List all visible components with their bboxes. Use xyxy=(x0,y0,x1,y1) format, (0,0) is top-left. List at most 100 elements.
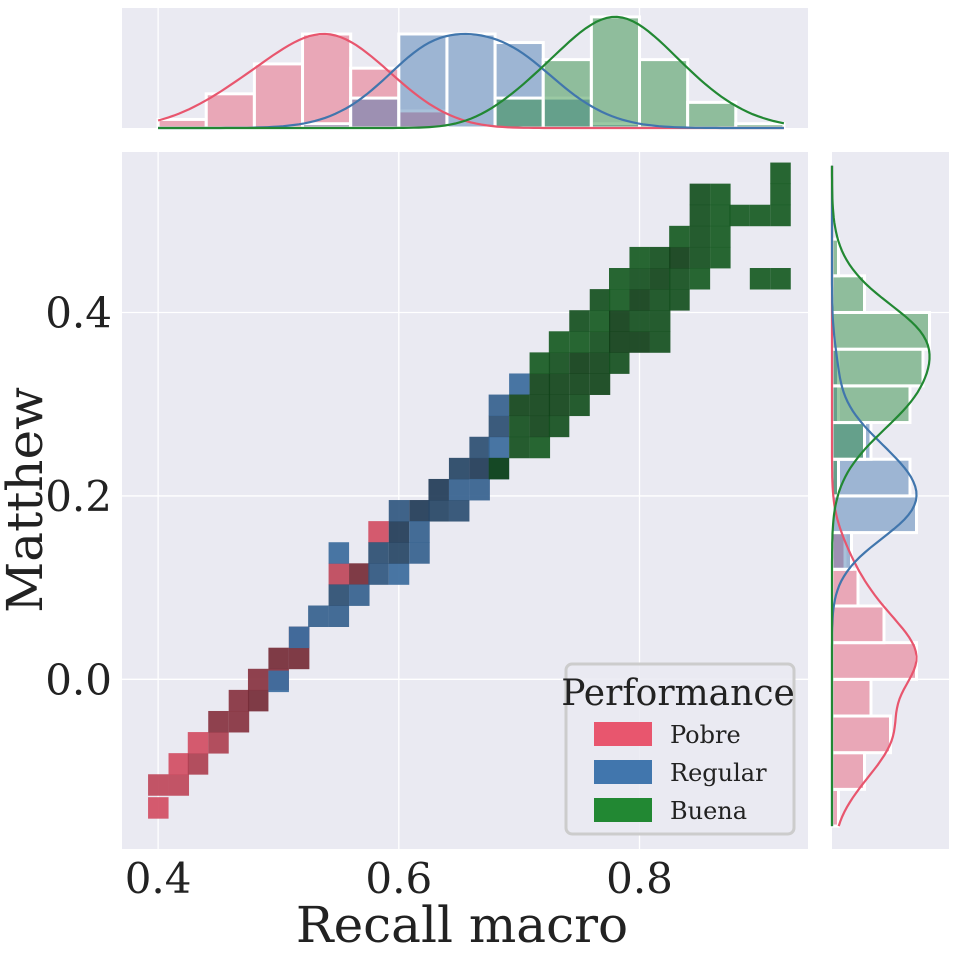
marginal-y-bar-buena xyxy=(830,347,925,388)
marginal-x-bar-buena xyxy=(638,58,690,130)
heatmap-cell-regular xyxy=(448,457,470,480)
heatmap-cell-pobre xyxy=(168,774,190,796)
heatmap-cell-buena xyxy=(569,352,590,374)
heatmap-cell-buena xyxy=(609,268,630,290)
marginal-y-bar-pobre xyxy=(830,751,866,791)
heatmap-cell-regular xyxy=(368,563,389,585)
legend-label-buena: Buena xyxy=(670,797,747,825)
heatmap-cell-regular xyxy=(509,373,530,395)
x-tick-label: 0.6 xyxy=(365,854,432,903)
marginal-x-background xyxy=(122,8,808,128)
heatmap-cell-buena xyxy=(569,394,590,417)
heatmap-cell-buena xyxy=(509,436,530,459)
marginal-x-bar-buena xyxy=(686,100,738,130)
legend-box xyxy=(564,662,796,836)
heatmap-cell-buena xyxy=(669,246,690,269)
heatmap-cell-buena xyxy=(710,246,731,269)
heatmap-cell-regular xyxy=(488,436,510,459)
marginal-y-bar-regular xyxy=(830,494,918,535)
heatmap-cell-buena xyxy=(629,310,650,332)
heatmap-cell-buena xyxy=(548,394,570,417)
heatmap-cell-regular xyxy=(308,605,329,627)
heatmap-cell-regular xyxy=(409,500,430,522)
marginal-y-bar-regular xyxy=(830,457,912,498)
heatmap-cell-buena xyxy=(589,373,611,395)
marginal-y-bar-pobre xyxy=(830,714,892,755)
heatmap-cell-buena xyxy=(770,162,791,185)
heatmap-cell-buena xyxy=(609,289,630,311)
heatmap-cell-buena xyxy=(569,310,590,332)
marginal-y-bar-buena xyxy=(830,274,866,314)
heatmap-cell-buena xyxy=(589,310,611,332)
legend-swatch-pobre xyxy=(594,722,652,746)
heatmap-cell-buena xyxy=(749,268,771,290)
heatmap-cell-buena xyxy=(529,436,551,459)
heatmap-cell-buena xyxy=(509,415,530,438)
heatmap-cell-buena xyxy=(770,204,791,227)
heatmap-cell-buena xyxy=(649,268,671,290)
heatmap-cell-buena xyxy=(609,352,630,374)
marginal-y-bar-pobre xyxy=(830,604,886,645)
heatmap-cell-pobre xyxy=(208,732,229,754)
heatmap-cell-buena xyxy=(729,204,750,227)
marginal-x-bar-regular xyxy=(349,96,401,130)
heatmap-cell-buena xyxy=(689,204,711,227)
marginal-y-bar-pobre xyxy=(830,641,918,681)
heatmap-cell-buena xyxy=(589,352,611,374)
legend-title: Performance xyxy=(561,673,795,714)
heatmap-cell-buena xyxy=(689,246,711,269)
heatmap-cell-regular xyxy=(388,542,410,564)
heatmap-cell-pobre xyxy=(368,521,389,543)
heatmap-cell-buena xyxy=(529,415,551,438)
legend-label-regular: Regular xyxy=(670,759,767,787)
heatmap-cell-buena xyxy=(689,268,711,290)
heatmap-cell-buena xyxy=(770,268,791,290)
heatmap-cell-buena xyxy=(488,457,510,480)
heatmap-cell-pobre xyxy=(247,689,269,712)
marginal-x-bar-pobre xyxy=(301,32,353,130)
heatmap-cell-regular xyxy=(388,563,410,585)
heatmap-cell-buena xyxy=(548,331,570,353)
heatmap-cell-regular xyxy=(448,500,470,522)
heatmap-cell-regular xyxy=(328,542,350,564)
heatmap-cell-regular xyxy=(328,605,350,627)
heatmap-cell-pobre xyxy=(228,689,250,712)
heatmap-cell-buena xyxy=(669,225,690,248)
heatmap-cell-regular xyxy=(268,670,289,693)
heatmap-cell-pobre xyxy=(288,647,310,670)
heatmap-cell-buena xyxy=(689,183,711,206)
heatmap-cell-buena xyxy=(710,225,731,248)
heatmap-cell-buena xyxy=(629,268,650,290)
heatmap-cell-buena xyxy=(589,289,611,311)
marginal-x-bar-pobre xyxy=(204,92,256,130)
marginal-y-bar-buena xyxy=(830,310,931,351)
heatmap-cell-regular xyxy=(469,478,490,501)
heatmap-cell-buena xyxy=(669,268,690,290)
heatmap-cell-buena xyxy=(710,183,731,206)
marginal-y-panel xyxy=(830,152,949,849)
heatmap-cell-regular xyxy=(469,436,490,459)
heatmap-cell-buena xyxy=(509,394,530,417)
marginal-x-bar-buena xyxy=(493,96,545,130)
marginal-x-bar-pobre xyxy=(252,62,305,130)
heatmap-cell-buena xyxy=(649,310,671,332)
marginal-x-bar-pobre xyxy=(156,117,208,130)
y-tick-label: 0.2 xyxy=(45,472,112,521)
heatmap-cell-buena xyxy=(529,352,551,374)
heatmap-cell-buena xyxy=(589,331,611,353)
heatmap-cell-buena xyxy=(770,183,791,206)
heatmap-cell-pobre xyxy=(247,668,269,691)
marginal-y-bar-buena xyxy=(830,421,866,461)
heatmap-cell-regular xyxy=(409,521,430,543)
heatmap-cell-buena xyxy=(548,352,570,374)
heatmap-cell-buena xyxy=(529,373,551,395)
heatmap-cell-buena xyxy=(629,331,650,353)
heatmap-cell-pobre xyxy=(187,732,209,754)
heatmap-cell-pobre xyxy=(328,563,350,585)
marginal-x-bar-regular xyxy=(397,32,449,130)
heatmap-cell-regular xyxy=(388,500,410,522)
heatmap-cell-buena xyxy=(569,331,590,353)
y-axis-label: Matthew xyxy=(0,387,54,613)
legend: Performance Pobre Regular Buena xyxy=(561,662,796,836)
